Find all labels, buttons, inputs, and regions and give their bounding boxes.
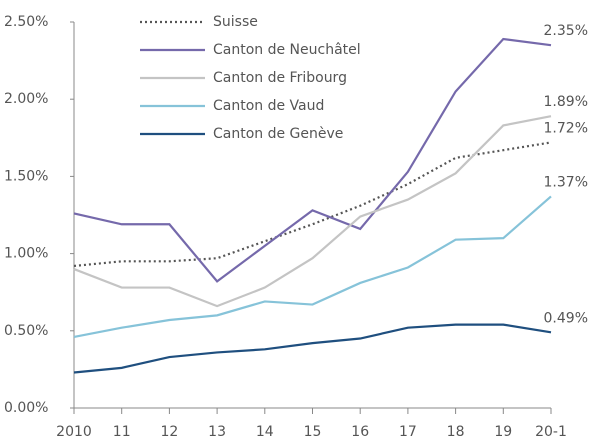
value-label: 1.37% [544, 174, 588, 190]
x-tick-label: 13 [208, 424, 226, 440]
x-tick-label: 15 [304, 424, 322, 440]
x-tick-label: 14 [256, 424, 274, 440]
x-tick-label: 17 [399, 424, 417, 440]
series-line [73, 323, 552, 374]
legend-label: Canton de Genève [213, 126, 343, 142]
x-tick-label: 16 [351, 424, 369, 440]
y-tick-label: 0.50% [4, 323, 48, 339]
series-line [73, 195, 552, 339]
legend-label: Suisse [213, 14, 258, 30]
x-tick-label: 12 [160, 424, 178, 440]
value-label: 2.35% [544, 23, 588, 39]
value-label: 1.89% [544, 94, 588, 110]
y-tick-label: 2.00% [4, 91, 48, 107]
x-tick-label: 20-1 [535, 424, 567, 440]
y-tick-label: 1.00% [4, 246, 48, 262]
y-tick-label: 2.50% [4, 14, 48, 30]
legend-label: Canton de Fribourg [213, 70, 347, 86]
series-line [73, 115, 552, 308]
series-line [73, 37, 552, 283]
x-tick-label: 18 [447, 424, 465, 440]
value-label: 0.49% [544, 310, 588, 326]
x-tick-label: 2010 [56, 424, 92, 440]
x-tick-label: 19 [494, 424, 512, 440]
legend-label: Canton de Neuchâtel [213, 42, 361, 58]
y-tick-label: 0.00% [4, 400, 48, 416]
y-tick-label: 1.50% [4, 168, 48, 184]
x-tick-label: 11 [113, 424, 131, 440]
value-label: 1.72% [544, 120, 588, 136]
legend-label: Canton de Vaud [213, 98, 324, 114]
series-line [73, 141, 552, 268]
